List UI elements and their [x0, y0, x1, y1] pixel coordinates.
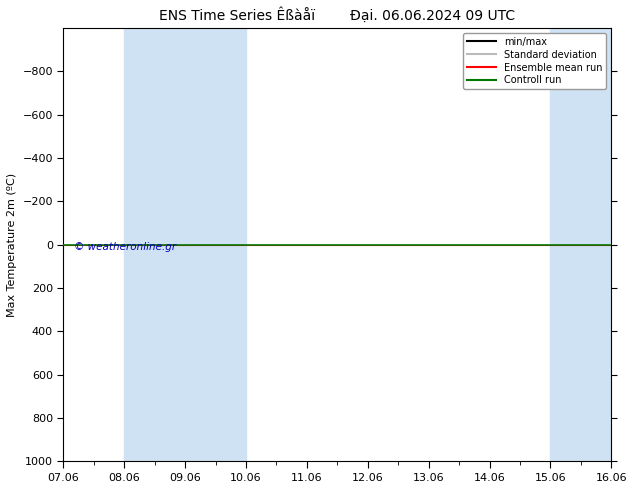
- Y-axis label: Max Temperature 2m (ºC): Max Temperature 2m (ºC): [7, 172, 17, 317]
- Title: ENS Time Series Êßàåï        Đại. 06.06.2024 09 UTC: ENS Time Series Êßàåï Đại. 06.06.2024 09…: [159, 7, 515, 23]
- Legend: min/max, Standard deviation, Ensemble mean run, Controll run: min/max, Standard deviation, Ensemble me…: [463, 33, 606, 89]
- Bar: [124, 28, 246, 461]
- Text: © weatheronline.gr: © weatheronline.gr: [74, 243, 176, 252]
- Bar: [550, 28, 611, 461]
